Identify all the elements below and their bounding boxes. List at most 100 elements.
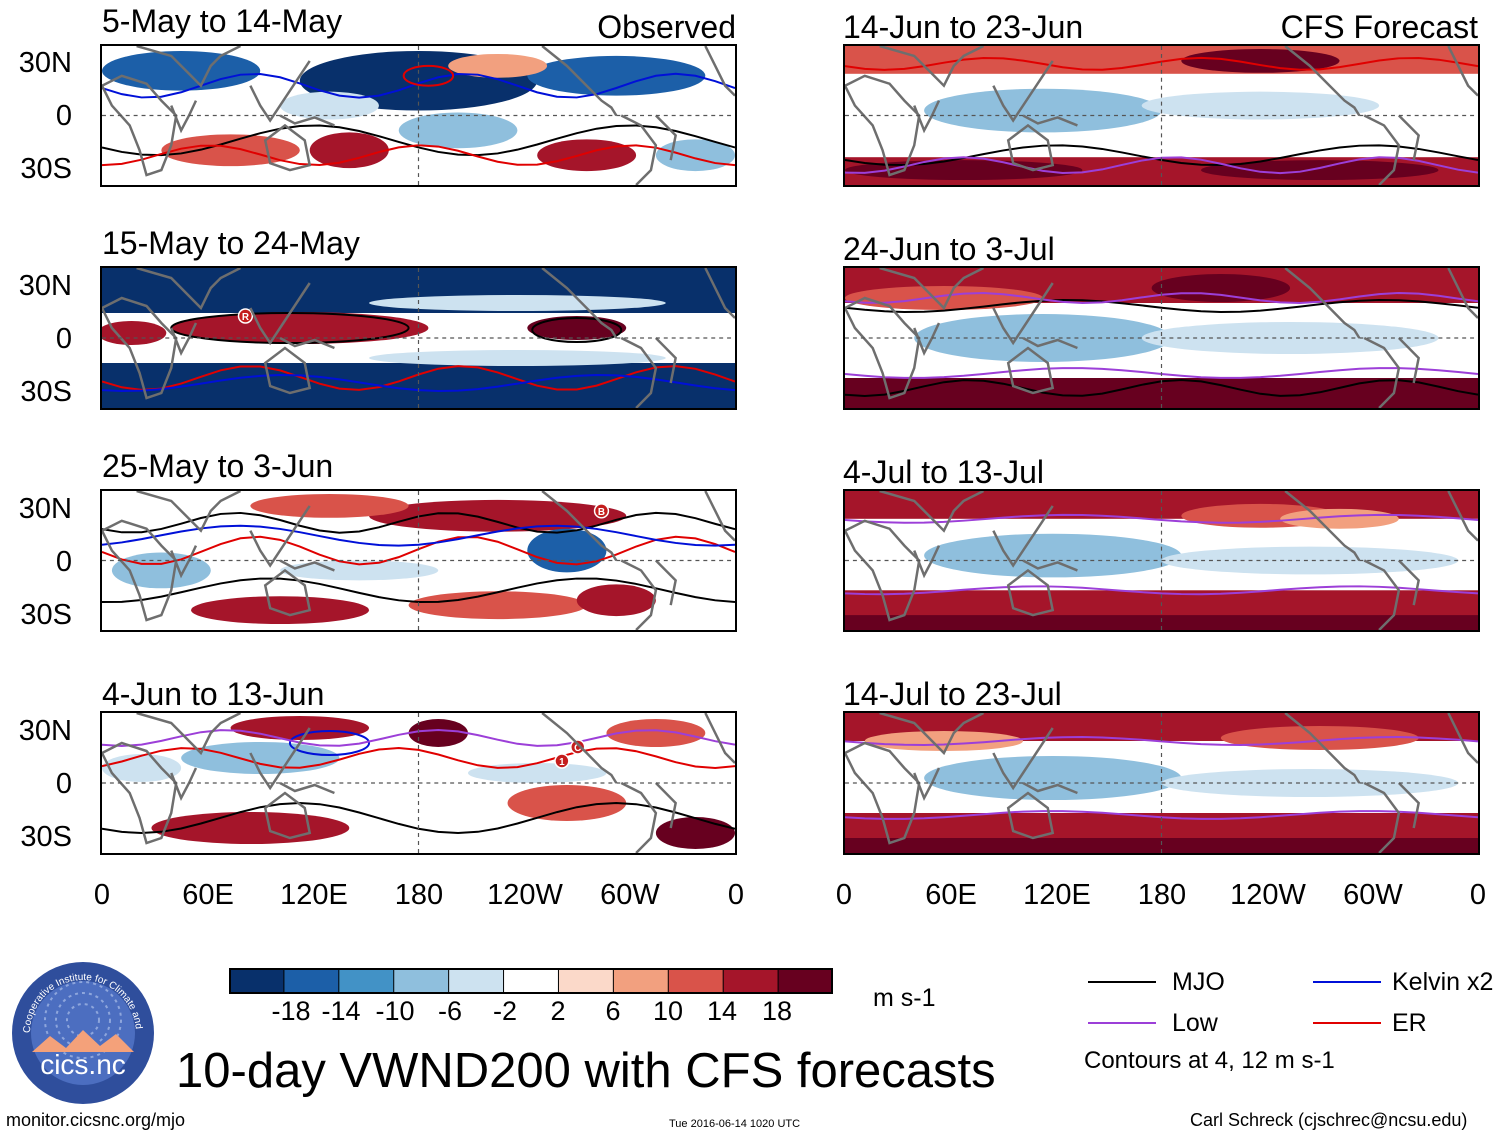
wind-anomaly-band: [845, 838, 1478, 853]
contour-er: [845, 56, 1478, 71]
coastline: [992, 727, 1054, 791]
lon-label-60e: 60E: [182, 879, 234, 911]
observed-panel-2-title: 15-May to 24-May: [102, 225, 360, 261]
colorbar-swatch: [448, 968, 505, 994]
coastline: [136, 713, 242, 756]
footer-url[interactable]: monitor.cicsnc.org/mjo: [6, 1110, 186, 1130]
coastline: [879, 713, 985, 756]
coastline: [279, 114, 335, 127]
coastline: [1447, 46, 1478, 97]
wind-anomaly-region: [1161, 769, 1459, 797]
wave-marker-label: R: [242, 312, 249, 323]
colorbar-tick: 2: [550, 996, 566, 1026]
wind-anomaly-region: [369, 295, 666, 311]
contour-kelvin: [102, 524, 735, 547]
coastline: [249, 282, 311, 346]
footer-credit: Carl Schreck (cjschrec@ncsu.edu): [1190, 1110, 1468, 1130]
coastline: [992, 282, 1054, 346]
contour-mjo: [170, 312, 410, 344]
coastline: [102, 741, 178, 845]
colorbar-swatch: [612, 968, 670, 994]
coastline: [263, 568, 312, 617]
contour-mjo: [102, 577, 735, 603]
legend-label-low: Low: [1172, 1009, 1218, 1037]
coastline: [1447, 268, 1478, 319]
wave-marker: [554, 753, 570, 769]
observed-map-2: R: [100, 266, 737, 410]
wave-marker-label: B: [598, 507, 605, 518]
wind-anomaly-band: [845, 615, 1478, 630]
coastline: [704, 268, 735, 319]
legend-line-er: [1313, 1022, 1381, 1024]
coastline: [655, 782, 677, 829]
wind-anomaly-region: [864, 731, 1024, 751]
coastline: [1006, 123, 1055, 172]
wind-anomaly-region: [309, 132, 389, 169]
lon-label-60w: 60W: [1343, 879, 1403, 911]
coastline: [1006, 346, 1055, 395]
wind-anomaly-region: [102, 50, 261, 91]
wind-anomaly-region: [1181, 48, 1340, 73]
lat-label-30s: 30S: [20, 821, 72, 853]
lat-label-30s: 30S: [20, 599, 72, 631]
wind-anomaly-region: [537, 139, 637, 172]
coastline: [620, 114, 658, 185]
contour-mjo: [531, 317, 623, 343]
wind-anomaly-region: [1161, 546, 1459, 575]
coastline: [704, 46, 735, 97]
colorbar-swatch: [283, 968, 340, 994]
wind-anomaly-region: [655, 817, 735, 849]
wind-anomaly-region: [527, 528, 607, 573]
wind-anomaly-region: [408, 719, 468, 747]
coastline: [1398, 559, 1420, 606]
coastline: [845, 296, 921, 400]
colorbar-tick: -18: [271, 996, 311, 1026]
coastline: [655, 559, 677, 606]
coastline: [1022, 114, 1078, 127]
wave-marker-label: 1: [559, 757, 565, 768]
coastline: [1398, 337, 1420, 384]
logo-text: cics.nc: [40, 1049, 126, 1080]
coastline: [170, 545, 198, 579]
lon-label-60w: 60W: [600, 879, 660, 911]
wind-anomaly-region: [102, 321, 167, 345]
colorbar-swatch: [229, 968, 286, 994]
legend-label-kelvin: Kelvin x2: [1392, 968, 1494, 996]
coastline: [992, 505, 1054, 568]
contour-mjo: [102, 124, 735, 157]
coastline: [1398, 782, 1420, 829]
coastline: [1363, 114, 1401, 185]
lon-label-180: 180: [1137, 879, 1187, 911]
coastline: [136, 46, 242, 88]
wind-anomaly-region: [1280, 508, 1399, 529]
colorbar-tick: -10: [375, 996, 415, 1026]
coastline: [655, 337, 677, 384]
forecast-map-2: [843, 266, 1480, 410]
coastline: [620, 336, 658, 408]
wind-anomaly-region: [527, 55, 706, 96]
forecast-map-4: [843, 711, 1480, 855]
contour-kelvin: [102, 72, 735, 99]
coastline: [249, 505, 311, 568]
contour-er: [402, 64, 455, 87]
colorbar-swatch: [338, 968, 395, 994]
wave-marker-label: C: [574, 743, 581, 754]
wind-anomaly-region: [527, 316, 627, 340]
wind-anomaly-region: [280, 91, 379, 120]
colorbar-tick: -14: [321, 996, 361, 1026]
coastline: [655, 114, 677, 161]
legend-line-kelvin: [1313, 981, 1381, 983]
coastline: [845, 74, 921, 177]
lon-label-360: 0: [727, 879, 745, 911]
lat-label-eq: 0: [55, 323, 72, 355]
lat-label-30n: 30N: [18, 715, 72, 747]
coastline: [102, 74, 178, 177]
lon-label-0: 0: [93, 879, 111, 911]
contour-er: [102, 746, 735, 770]
wind-anomaly-region: [408, 591, 587, 620]
coastline: [1447, 491, 1478, 542]
colorbar-swatch: [722, 968, 780, 994]
colorbar: [229, 968, 833, 994]
lat-label-30n: 30N: [18, 493, 72, 525]
